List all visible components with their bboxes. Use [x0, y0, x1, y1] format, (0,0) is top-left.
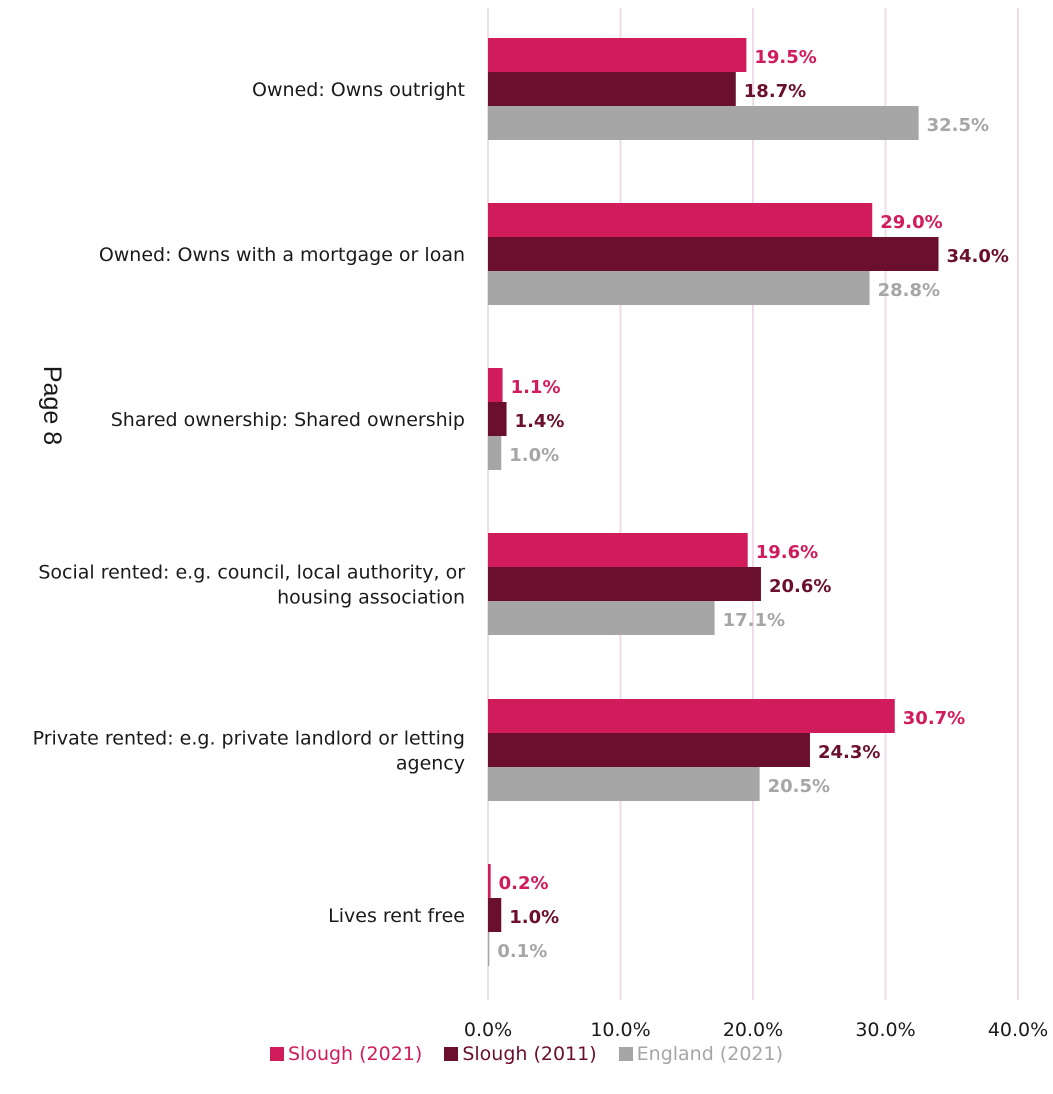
bar-3: [488, 436, 502, 470]
category-label: Private rented: e.g. private landlord or…: [33, 728, 465, 750]
legend-item: Slough (2011): [444, 1043, 597, 1065]
legend-item: England (2021): [618, 1043, 783, 1065]
data-label: 1.1%: [511, 377, 561, 398]
data-label: 17.1%: [723, 610, 785, 631]
bar-3: [488, 271, 870, 305]
bar-1: [488, 368, 503, 402]
x-tick-label: 0.0%: [464, 1019, 512, 1040]
data-label: 1.4%: [515, 411, 565, 432]
x-tick-label: 10.0%: [590, 1019, 650, 1040]
x-tick-label: 40.0%: [988, 1019, 1048, 1040]
data-label: 29.0%: [880, 212, 942, 233]
category-labels: Owned: Owns outright Owned: Owns with a m…: [33, 79, 466, 927]
bar-3: [488, 106, 919, 140]
legend-swatch: [444, 1047, 459, 1061]
bar-3: [488, 601, 715, 635]
gridlines: [487, 8, 1019, 1000]
data-label: 1.0%: [509, 907, 559, 928]
legend-label: England (2021): [636, 1043, 783, 1065]
bar-1: [488, 533, 748, 567]
category-label: Social rented: e.g. council, local autho…: [38, 562, 465, 584]
data-label: 0.2%: [499, 873, 549, 894]
bar-2: [488, 237, 939, 271]
page-marker: Page 8: [22, 340, 82, 470]
x-tick-label: 30.0%: [855, 1019, 915, 1040]
data-label: 30.7%: [903, 708, 965, 729]
category-label: housing association: [277, 587, 465, 609]
legend-item: Slough (2021): [269, 1043, 423, 1065]
bar-2: [488, 898, 502, 932]
x-axis-tick-labels: 0.0% 10.0% 20.0% 30.0% 40.0%: [464, 1019, 1048, 1040]
bar-2: [488, 402, 507, 436]
category-label: agency: [396, 753, 465, 775]
data-label: 0.1%: [497, 941, 547, 962]
category-label: Owned: Owns outright: [252, 79, 465, 101]
bar-1: [488, 203, 873, 237]
bar-3: [488, 767, 760, 801]
category-label: Shared ownership: Shared ownership: [111, 409, 465, 431]
data-label: 28.8%: [878, 280, 940, 301]
x-tick-label: 20.0%: [723, 1019, 783, 1040]
legend: Slough (2021) Slough (2011) England (2021): [0, 1043, 1053, 1065]
data-label: 24.3%: [818, 742, 880, 763]
bar-1: [488, 38, 747, 72]
category-label: Owned: Owns with a mortgage or loan: [99, 244, 465, 266]
legend-swatch: [269, 1047, 284, 1061]
legend-label: Slough (2021): [287, 1043, 423, 1065]
bar-1: [488, 699, 895, 733]
data-label: 32.5%: [927, 115, 989, 136]
legend-label: Slough (2011): [462, 1043, 597, 1065]
data-labels: 19.5% 18.7% 32.5% 29.0%34.0% 28.8% 1.1% 1.4% 1.…: [497, 47, 1009, 962]
legend-swatch: [618, 1047, 633, 1061]
bar-2: [488, 567, 761, 601]
page-marker-text: Page 8: [38, 365, 67, 445]
bar-2: [488, 733, 810, 767]
data-label: 34.0%: [947, 246, 1009, 267]
data-label: 1.0%: [509, 445, 559, 466]
bar-chart: 19.5% 18.7% 32.5% 29.0%34.0% 28.8% 1.1% 1.4% 1.…: [33, 8, 1048, 1040]
category-label: Lives rent free: [328, 905, 465, 927]
data-label: 19.5%: [754, 47, 816, 68]
bar-2: [488, 72, 736, 106]
data-label: 19.6%: [756, 542, 818, 563]
data-label: 20.6%: [769, 576, 831, 597]
data-label: 20.5%: [768, 776, 830, 797]
bars: [488, 38, 939, 966]
bar-3: [488, 932, 490, 966]
bar-1: [488, 864, 491, 898]
data-label: 18.7%: [744, 81, 806, 102]
